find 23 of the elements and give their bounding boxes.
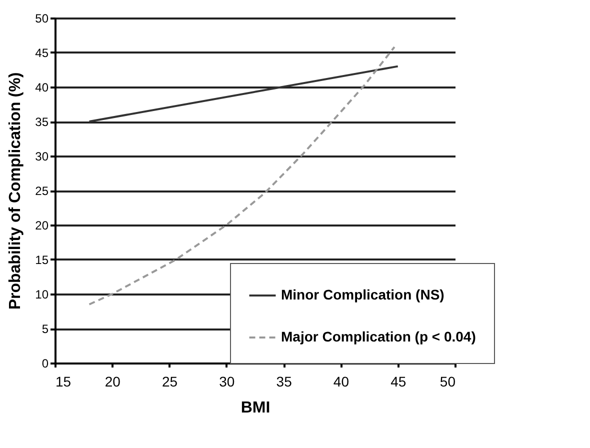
x-tick-label: 45 <box>390 374 406 390</box>
x-tick-label: 20 <box>104 374 121 390</box>
x-tick-label: 50 <box>440 374 456 390</box>
x-tick-label: 30 <box>219 374 235 390</box>
y-tick-label: 5 <box>42 322 49 336</box>
legend-label: Major Complication (p < 0.04) <box>281 328 476 344</box>
y-tick-label: 30 <box>35 150 49 164</box>
y-tick-label: 0 <box>42 356 49 370</box>
y-tick-label: 50 <box>35 12 49 26</box>
y-tick-label: 45 <box>35 46 49 60</box>
y-tick-label: 25 <box>35 184 49 198</box>
legend-label: Minor Complication (NS) <box>281 286 444 302</box>
y-axis-title: Probability of Complication (%) <box>7 72 24 310</box>
x-tick-label: 25 <box>162 374 178 390</box>
y-tick-label: 35 <box>35 115 49 129</box>
x-tick-label: 35 <box>276 374 292 390</box>
y-tick-label: 20 <box>35 218 49 232</box>
x-tick-label: 40 <box>333 374 350 390</box>
x-tick-label: 15 <box>56 374 72 390</box>
x-axis-title: BMI <box>240 400 270 416</box>
y-tick-label: 10 <box>35 288 49 302</box>
y-tick-label: 15 <box>35 253 49 267</box>
y-tick-label: 40 <box>35 80 49 94</box>
